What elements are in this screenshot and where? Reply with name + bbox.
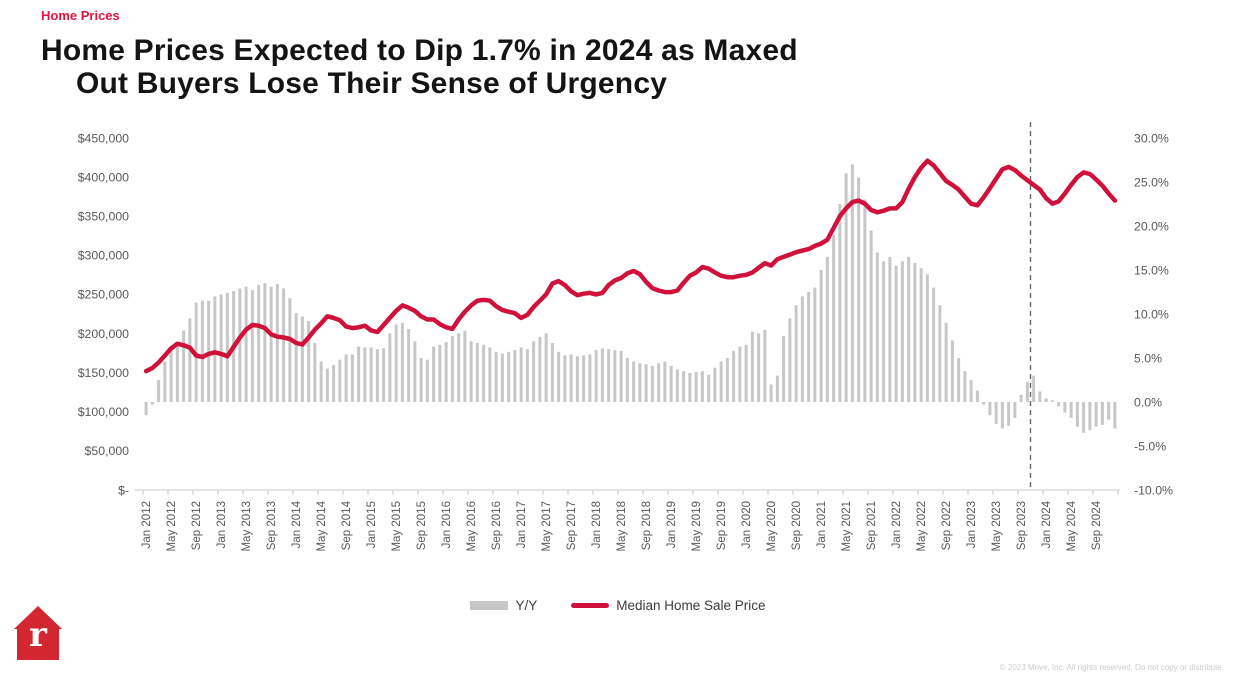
svg-text:May 2015: May 2015 (391, 501, 403, 552)
logo-letter: r (29, 615, 47, 655)
svg-text:May 2016: May 2016 (466, 501, 478, 552)
svg-text:Sep 2021: Sep 2021 (866, 501, 878, 550)
svg-text:Jan 2013: Jan 2013 (216, 501, 228, 548)
svg-text:Jan 2024: Jan 2024 (1041, 500, 1053, 548)
svg-text:Jan 2016: Jan 2016 (441, 501, 453, 548)
svg-text:Jan 2020: Jan 2020 (741, 501, 753, 548)
legend-label-yoy: Y/Y (515, 598, 538, 613)
svg-text:Jan 2012: Jan 2012 (141, 501, 153, 548)
svg-text:25.0%: 25.0% (1134, 175, 1169, 189)
svg-text:Sep 2022: Sep 2022 (941, 501, 953, 550)
svg-text:$250,000: $250,000 (78, 288, 129, 302)
left-axis-labels: $450,000 $400,000 $350,000 $300,000 $250,000… (78, 131, 129, 497)
svg-text:Sep 2016: Sep 2016 (491, 501, 503, 550)
svg-text:Sep 2019: Sep 2019 (716, 501, 728, 550)
svg-text:Sep 2013: Sep 2013 (266, 501, 278, 550)
svg-text:Sep 2024: Sep 2024 (1091, 500, 1103, 550)
x-axis-labels: Jan 2012 May 2012 Sep 2012 Jan 2013 May 2013… (141, 500, 1103, 551)
svg-text:10.0%: 10.0% (1134, 307, 1169, 321)
svg-text:$100,000: $100,000 (78, 405, 129, 419)
svg-text:$200,000: $200,000 (78, 327, 129, 341)
svg-text:Jan 2014: Jan 2014 (291, 500, 303, 548)
page-title-line1: Home Prices Expected to Dip 1.7% in 2024… (41, 34, 798, 67)
svg-text:Sep 2018: Sep 2018 (641, 501, 653, 550)
svg-text:May 2023: May 2023 (991, 501, 1003, 552)
svg-text:$50,000: $50,000 (85, 444, 130, 458)
svg-text:May 2021: May 2021 (841, 501, 853, 552)
svg-text:Jan 2018: Jan 2018 (591, 501, 603, 548)
svg-text:Sep 2015: Sep 2015 (416, 501, 428, 550)
median-price-line-swatch (571, 603, 610, 608)
svg-text:May 2022: May 2022 (916, 501, 928, 552)
price-line (143, 158, 1118, 374)
svg-text:May 2019: May 2019 (691, 501, 703, 552)
svg-text:Jan 2015: Jan 2015 (366, 501, 378, 548)
eyebrow-label: Home Prices (41, 8, 120, 23)
svg-text:20.0%: 20.0% (1134, 219, 1169, 233)
page-title-line2: Out Buyers Lose Their Sense of Urgency (76, 67, 668, 100)
svg-text:$150,000: $150,000 (78, 366, 129, 380)
svg-text:$400,000: $400,000 (78, 170, 129, 184)
svg-text:Jan 2022: Jan 2022 (891, 501, 903, 548)
svg-text:Sep 2012: Sep 2012 (191, 501, 203, 550)
svg-text:Jan 2021: Jan 2021 (816, 501, 828, 548)
chart-canvas: $450,000 $400,000 $350,000 $300,000 $250,000… (78, 122, 1173, 552)
legend-item-median-price: Median Home Sale Price (571, 598, 766, 613)
svg-text:May 2024: May 2024 (1066, 500, 1078, 551)
svg-text:0.0%: 0.0% (1134, 395, 1162, 409)
svg-text:-5.0%: -5.0% (1134, 439, 1166, 453)
svg-text:Sep 2020: Sep 2020 (791, 501, 803, 550)
yoy-bars (144, 164, 1117, 433)
legend-label-median-price: Median Home Sale Price (616, 598, 766, 613)
realtor-logo: r (14, 606, 62, 662)
right-axis-labels: 30.0% 25.0% 20.0% 15.0% 10.0% 5.0% 0.0% -5.0% -1… (1134, 131, 1173, 497)
logo-house-body (17, 628, 59, 660)
x-axis-ticks (142, 490, 1119, 495)
logo-roof-shape (14, 606, 62, 629)
svg-text:Sep 2023: Sep 2023 (1016, 501, 1028, 550)
svg-text:Jan 2017: Jan 2017 (516, 501, 528, 548)
svg-text:May 2013: May 2013 (241, 501, 253, 552)
yoy-bar-swatch (470, 601, 509, 610)
svg-text:May 2017: May 2017 (541, 501, 553, 552)
svg-text:5.0%: 5.0% (1134, 351, 1162, 365)
svg-text:$-: $- (118, 483, 129, 497)
svg-text:Sep 2014: Sep 2014 (341, 500, 353, 550)
svg-text:May 2012: May 2012 (166, 501, 178, 552)
svg-text:30.0%: 30.0% (1134, 131, 1169, 145)
svg-text:$350,000: $350,000 (78, 210, 129, 224)
svg-text:Jan 2019: Jan 2019 (666, 501, 678, 548)
svg-text:Sep 2017: Sep 2017 (566, 501, 578, 550)
legend-item-yoy: Y/Y (470, 598, 537, 613)
svg-text:May 2014: May 2014 (316, 500, 328, 551)
svg-text:Jan 2023: Jan 2023 (966, 501, 978, 548)
svg-text:-10.0%: -10.0% (1134, 483, 1173, 497)
page-title: Home Prices Expected to Dip 1.7% in 2024… (41, 34, 798, 100)
svg-text:May 2020: May 2020 (766, 501, 778, 552)
svg-text:15.0%: 15.0% (1134, 263, 1169, 277)
svg-text:$450,000: $450,000 (78, 131, 129, 145)
chart-legend: Y/Y Median Home Sale Price (0, 598, 1236, 613)
svg-text:$300,000: $300,000 (78, 249, 129, 263)
copyright-notice: © 2023 Move, Inc. All rights reserved. D… (999, 663, 1224, 672)
svg-text:May 2018: May 2018 (616, 501, 628, 552)
